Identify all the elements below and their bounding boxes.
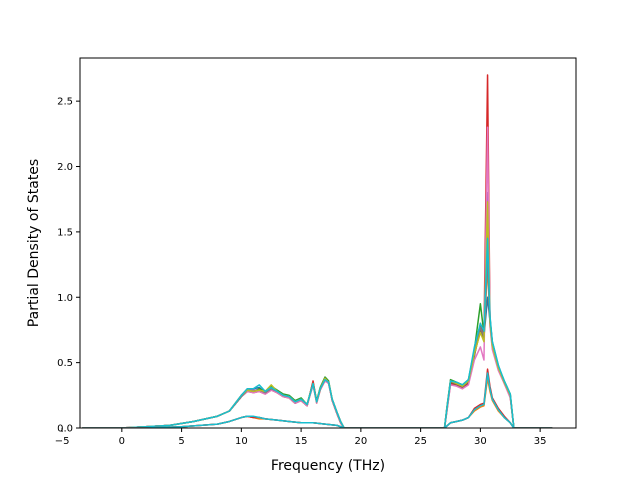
x-tick-label: 20 [355, 436, 368, 447]
x-tick-label: −5 [55, 436, 70, 447]
x-tick-label: 30 [474, 436, 487, 447]
x-tick-label: 10 [235, 436, 248, 447]
pdos-series-10 [82, 237, 553, 428]
axes-frame [79, 57, 577, 429]
series-layer [82, 74, 553, 428]
x-tick-label: 25 [414, 436, 427, 447]
y-tick-label: 2.5 [57, 97, 73, 108]
y-tick-label: 1.5 [57, 227, 73, 238]
x-tick-label: 0 [119, 436, 125, 447]
x-tick-label: 5 [178, 436, 184, 447]
y-axis-title: Partial Density of States [26, 159, 42, 327]
y-tick-label: 1.0 [57, 293, 73, 304]
x-tick-label: 15 [295, 436, 308, 447]
x-tick-label: 35 [534, 436, 547, 447]
x-axis-title: Frequency (THz) [271, 458, 385, 474]
plot-area [79, 57, 577, 429]
y-axis-ticks: 0.0 0.5 1.0 1.5 2.0 2.5 [57, 97, 80, 435]
y-tick-label: 0.0 [57, 424, 73, 435]
pdos-series-14 [82, 372, 553, 428]
y-tick-label: 0.5 [57, 358, 73, 369]
x-axis-ticks: −5 0 5 10 15 20 25 30 35 [55, 428, 547, 447]
y-tick-label: 2.0 [57, 162, 73, 173]
